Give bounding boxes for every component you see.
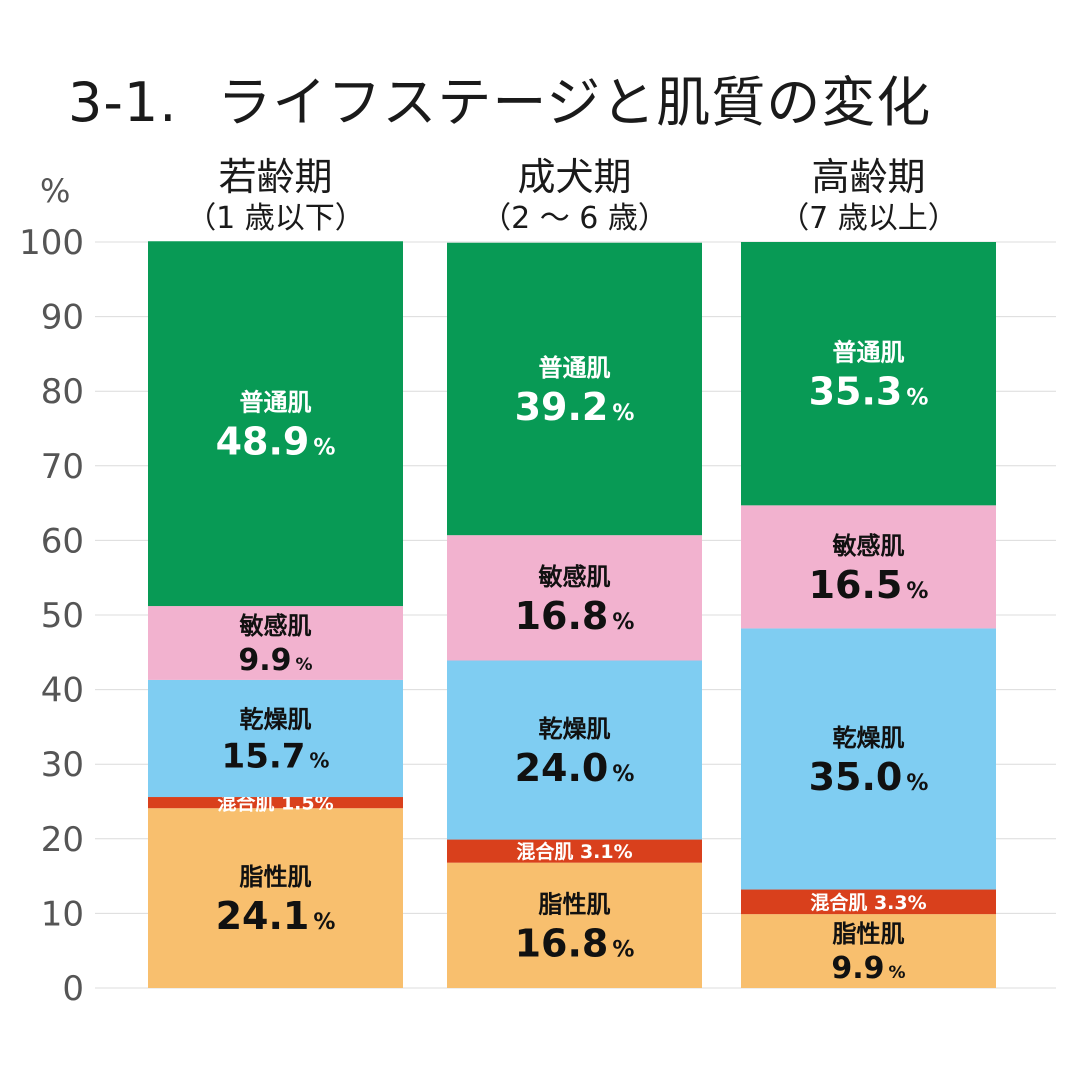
y-tick-label: 100 bbox=[19, 223, 84, 263]
segment-name-label: 脂性肌 bbox=[240, 863, 312, 891]
category-sublabel: （7 歳以上） bbox=[779, 201, 958, 236]
bar-segment bbox=[148, 606, 403, 680]
bar-segment bbox=[447, 535, 702, 661]
segment-name-label: 乾燥肌 bbox=[240, 705, 312, 733]
y-tick-label: 0 bbox=[62, 969, 84, 1009]
segment-name-label: 敏感肌 bbox=[538, 563, 611, 591]
chart-title-text: ライフステージと肌質の変化 bbox=[217, 71, 932, 134]
segment-name-label: 敏感肌 bbox=[239, 612, 312, 640]
bar-segment bbox=[741, 914, 996, 988]
segment-name-label: 脂性肌 bbox=[539, 890, 611, 918]
y-tick-label: 20 bbox=[41, 820, 84, 860]
segment-name-label: 普通肌 bbox=[833, 339, 905, 367]
bar-segment bbox=[447, 839, 702, 863]
bar-segment bbox=[447, 660, 702, 840]
data-label: 混合肌 1.5% bbox=[217, 792, 333, 815]
category-sublabel: （1 歳以下） bbox=[186, 201, 365, 236]
bar-segment bbox=[447, 242, 702, 536]
segment-name-label: 敏感肌 bbox=[832, 532, 905, 560]
bar-segment bbox=[148, 797, 403, 809]
category-labels: 若齢期（1 歳以下） 成犬期（2 ～ 6 歳） 高齢期（7 歳以上） bbox=[186, 155, 958, 236]
category-sublabel: （2 ～ 6 歳） bbox=[481, 201, 668, 236]
segment-name-label: 乾燥肌 bbox=[539, 715, 611, 743]
bar-segment bbox=[148, 679, 403, 798]
segment-name-label: 普通肌 bbox=[539, 354, 611, 382]
bar-segment bbox=[148, 241, 403, 607]
bar-segment bbox=[447, 862, 702, 988]
bar-segment bbox=[741, 242, 996, 506]
y-tick-label: 30 bbox=[41, 745, 84, 785]
y-tick-label: 10 bbox=[41, 894, 84, 934]
data-label: 混合肌 3.1% bbox=[516, 840, 632, 863]
y-tick-label: 40 bbox=[41, 671, 84, 711]
data-label: 16.8% bbox=[515, 921, 635, 965]
y-tick-label: 90 bbox=[41, 298, 84, 338]
data-label: 混合肌 3.3% bbox=[810, 891, 926, 914]
segment-name-label: 脂性肌 bbox=[833, 920, 905, 948]
bar-segment bbox=[741, 889, 996, 915]
category-label: 成犬期 bbox=[517, 155, 631, 199]
bar-segment bbox=[148, 808, 403, 988]
data-label: 9.9% bbox=[238, 643, 312, 678]
category-label: 高齢期 bbox=[811, 155, 925, 199]
bar-segment bbox=[741, 505, 996, 629]
category-label: 若齢期 bbox=[218, 155, 332, 199]
y-tick-label: 70 bbox=[41, 447, 84, 487]
y-tick-label: 80 bbox=[41, 372, 84, 412]
segment-name-label: 普通肌 bbox=[240, 389, 312, 417]
bar-segment bbox=[741, 628, 996, 890]
segment-name-label: 乾燥肌 bbox=[833, 724, 905, 752]
y-tick-label: 60 bbox=[41, 521, 84, 561]
y-axis-ticks: 0 10 20 30 40 50 60 70 80 90 100 bbox=[19, 223, 84, 1009]
y-tick-label: 50 bbox=[41, 596, 84, 636]
chart-title: 3-1. ライフステージと肌質の変化 bbox=[68, 58, 931, 137]
y-axis-unit: % bbox=[40, 172, 71, 210]
chart-title-number: 3-1. bbox=[68, 71, 178, 134]
